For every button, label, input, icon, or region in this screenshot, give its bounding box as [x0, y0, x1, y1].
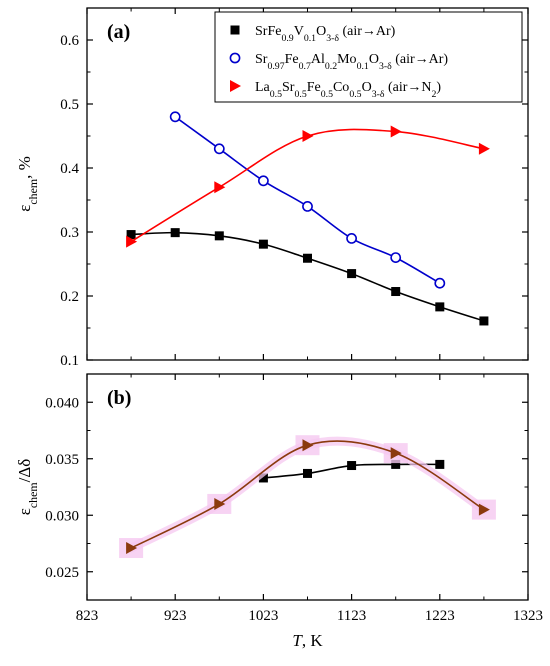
data-point: [170, 228, 180, 238]
y-tick-label: 0.040: [45, 395, 79, 411]
x-tick-label: 823: [76, 608, 99, 624]
series-glow: [126, 436, 489, 553]
data-point: [391, 287, 401, 297]
data-point: [434, 277, 446, 289]
panel-label: (a): [107, 21, 130, 43]
legend-marker: [230, 25, 240, 35]
legend-marker: [230, 80, 241, 92]
data-point: [347, 269, 357, 279]
data-point: [390, 252, 402, 263]
data-point: [303, 468, 312, 478]
legend-label: Sr0.97Fe0.7Al0.2Mo0.1O3-δ (air→Ar): [255, 52, 448, 72]
legend-label: SrFe0.9V0.1O3-δ (air→Ar): [255, 24, 396, 44]
data-point: [257, 175, 269, 187]
series-0: [126, 228, 489, 326]
y-axis-title: εchem, %: [15, 156, 40, 212]
data-point: [390, 125, 402, 138]
data-point: [126, 235, 138, 248]
x-tick-label: 1223: [425, 608, 455, 624]
y-tick-label: 0.5: [60, 97, 79, 113]
y-tick-label: 0.4: [60, 161, 79, 177]
data-point: [303, 253, 312, 263]
legend-marker: [229, 52, 241, 64]
data-point: [347, 461, 357, 471]
data-point: [390, 447, 402, 460]
y-axis-title: εchem/Δδ: [15, 459, 40, 516]
data-point: [391, 459, 401, 469]
data-point: [478, 503, 490, 516]
data-point: [126, 230, 136, 240]
data-point: [258, 239, 268, 249]
legend: SrFe0.9V0.1O3-δ (air→Ar) Sr0.97Fe0.7Al0.2…: [214, 11, 523, 103]
data-point: [214, 181, 226, 194]
y-tick-label: 0.035: [45, 452, 79, 468]
x-axis-title: T, K: [292, 631, 323, 650]
data-point: [302, 130, 314, 142]
series-2: [126, 125, 490, 248]
x-tick-label: 1323: [513, 608, 543, 624]
x-tick-label: 923: [164, 608, 187, 624]
data-point: [479, 316, 489, 326]
series-line: [130, 440, 485, 549]
data-point: [258, 473, 268, 483]
legend-label: La0.5Sr0.5Fe0.5Co0.5O3-δ (air→N2): [255, 80, 441, 100]
data-point: [478, 142, 490, 155]
data-point: [435, 302, 445, 312]
x-tick-label: 1123: [337, 608, 366, 624]
data-point: [214, 497, 226, 510]
y-tick-label: 0.030: [45, 508, 79, 524]
data-point: [126, 542, 138, 555]
panel-b: 823 923 1023 1123 1223 1323 0.025 0.030 0.035 0.0…: [15, 373, 543, 650]
data-point: [302, 439, 314, 452]
data-point: [435, 459, 445, 469]
series-line: [130, 128, 485, 243]
legend-box: [214, 11, 523, 103]
series-1: [119, 435, 496, 559]
y-tick-label: 0.2: [60, 289, 79, 305]
series-1: [169, 111, 446, 289]
panel-label: (b): [107, 387, 131, 409]
x-tick-label: 1023: [248, 608, 278, 624]
data-point: [302, 200, 313, 212]
panel-a: 0.1 0.2 0.3 0.4 0.5 0.6 εchem, % (a) SrFe0.9V0.1…: [15, 7, 529, 369]
y-tick-label: 0.6: [60, 33, 79, 49]
data-point: [346, 232, 357, 244]
series-line: [131, 231, 485, 322]
data-point: [213, 143, 225, 155]
y-tick-label: 0.1: [60, 353, 79, 369]
y-tick-label: 0.025: [45, 565, 79, 581]
data-point: [214, 231, 224, 241]
data-point: [169, 111, 181, 123]
plot-frame: [86, 373, 529, 601]
y-tick-label: 0.3: [60, 225, 79, 241]
